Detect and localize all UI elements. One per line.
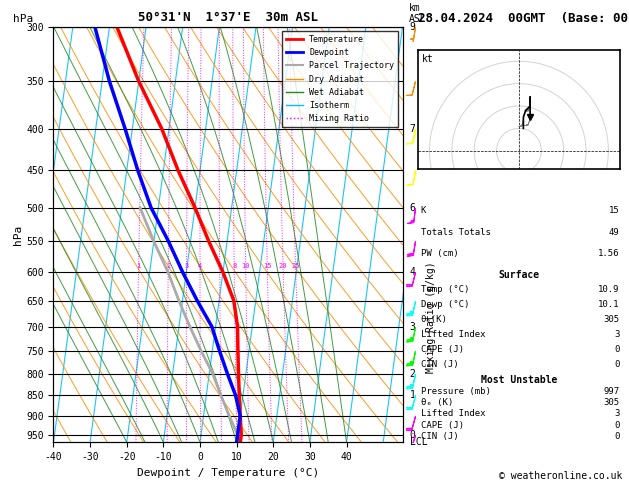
Text: kt: kt	[422, 53, 434, 64]
Text: 28.04.2024  00GMT  (Base: 00): 28.04.2024 00GMT (Base: 00)	[418, 12, 629, 25]
Text: 7: 7	[409, 123, 415, 134]
Text: K: K	[421, 206, 426, 215]
Text: θₑ(K): θₑ(K)	[421, 315, 447, 324]
Text: 3: 3	[614, 409, 620, 418]
Text: 15: 15	[609, 206, 620, 215]
Text: 15: 15	[263, 263, 272, 269]
Text: 4: 4	[409, 267, 415, 277]
Text: PW (cm): PW (cm)	[421, 249, 458, 259]
Text: 1: 1	[136, 263, 141, 269]
Text: 2: 2	[166, 263, 170, 269]
Text: 2: 2	[409, 369, 415, 379]
Text: 4: 4	[198, 263, 202, 269]
Text: Dewp (°C): Dewp (°C)	[421, 300, 469, 309]
Text: © weatheronline.co.uk: © weatheronline.co.uk	[499, 471, 623, 481]
Text: 10.9: 10.9	[598, 285, 620, 294]
Text: CAPE (J): CAPE (J)	[421, 345, 464, 354]
Text: 0: 0	[614, 345, 620, 354]
Text: 305: 305	[603, 315, 620, 324]
Legend: Temperature, Dewpoint, Parcel Trajectory, Dry Adiabat, Wet Adiabat, Isotherm, Mi: Temperature, Dewpoint, Parcel Trajectory…	[282, 31, 398, 127]
Text: 49: 49	[609, 227, 620, 237]
Text: Surface: Surface	[498, 270, 540, 280]
Text: 305: 305	[603, 398, 620, 407]
Text: Lifted Index: Lifted Index	[421, 330, 485, 339]
Text: 8: 8	[232, 263, 237, 269]
Text: 20: 20	[279, 263, 287, 269]
Text: 0: 0	[614, 432, 620, 441]
Text: Pressure (mb): Pressure (mb)	[421, 387, 491, 396]
Text: 25: 25	[291, 263, 300, 269]
Text: LCL: LCL	[409, 437, 427, 447]
Y-axis label: hPa: hPa	[13, 225, 23, 244]
Text: Most Unstable: Most Unstable	[481, 375, 557, 385]
Text: hPa: hPa	[13, 14, 33, 24]
Text: 3: 3	[184, 263, 189, 269]
Title: 50°31'N  1°37'E  30m ASL: 50°31'N 1°37'E 30m ASL	[138, 11, 318, 24]
Text: Totals Totals: Totals Totals	[421, 227, 491, 237]
Text: 6: 6	[409, 203, 415, 212]
Text: Lifted Index: Lifted Index	[421, 409, 485, 418]
Text: 9: 9	[409, 22, 415, 32]
X-axis label: Dewpoint / Temperature (°C): Dewpoint / Temperature (°C)	[137, 468, 319, 478]
Text: 0: 0	[614, 360, 620, 369]
Text: 10.1: 10.1	[598, 300, 620, 309]
Text: 997: 997	[603, 387, 620, 396]
Text: 3: 3	[614, 330, 620, 339]
Text: 10: 10	[242, 263, 250, 269]
Text: km
ASL: km ASL	[409, 3, 426, 24]
Text: CIN (J): CIN (J)	[421, 360, 458, 369]
Text: 1: 1	[409, 390, 415, 400]
Text: 6: 6	[218, 263, 222, 269]
Text: Temp (°C): Temp (°C)	[421, 285, 469, 294]
Text: 0: 0	[614, 421, 620, 430]
Text: CIN (J): CIN (J)	[421, 432, 458, 441]
Text: Mixing Ratio (g/kg): Mixing Ratio (g/kg)	[426, 262, 436, 373]
Text: CAPE (J): CAPE (J)	[421, 421, 464, 430]
Text: 0: 0	[409, 430, 415, 440]
Text: θₑ (K): θₑ (K)	[421, 398, 453, 407]
Text: 3: 3	[409, 322, 415, 332]
Text: 1.56: 1.56	[598, 249, 620, 259]
